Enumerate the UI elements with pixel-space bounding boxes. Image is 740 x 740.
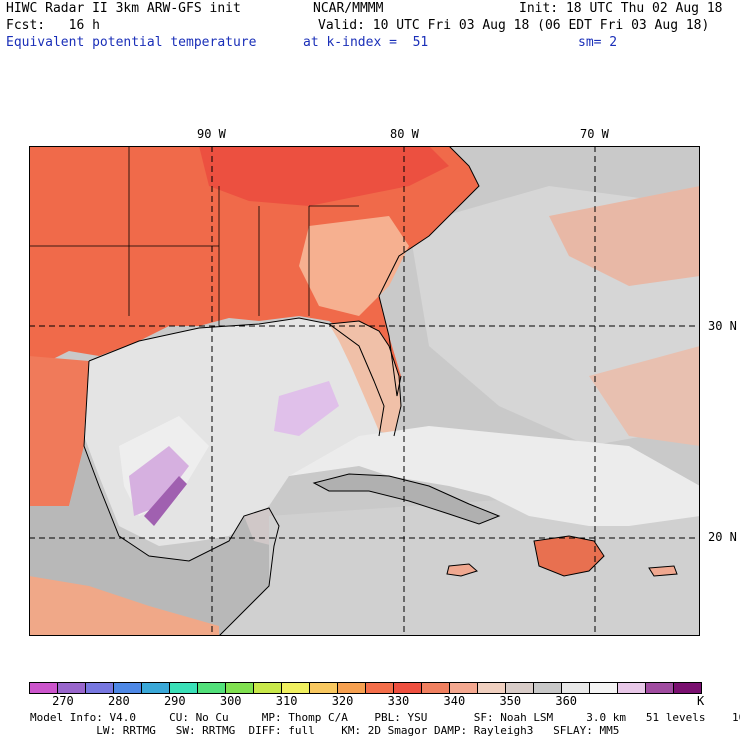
warm-band-east (589, 346, 700, 446)
color-bar-swatch (366, 683, 394, 693)
color-bar-swatch (562, 683, 590, 693)
valid-time: Valid: 10 UTC Fri 03 Aug 18 (06 EDT Fri … (318, 18, 710, 33)
color-bar-swatch (310, 683, 338, 693)
land-texas (29, 356, 89, 506)
model-info-line2: LW: RRTMG SW: RRTMG DIFF: full KM: 2D Sm… (30, 724, 620, 737)
color-bar-swatch (282, 683, 310, 693)
state-boundaries (29, 146, 359, 326)
smoothing-label: sm= 2 (578, 35, 618, 50)
bahamas-waters (289, 426, 700, 526)
purple-region-central (274, 381, 339, 436)
color-bar-swatch (618, 683, 646, 693)
map-panel (29, 146, 700, 636)
purple-core (144, 476, 187, 526)
color-bar-swatch (226, 683, 254, 693)
color-bar-swatch (478, 683, 506, 693)
land-hispaniola (533, 535, 605, 577)
color-bar-tick-label: 360 (555, 694, 578, 708)
color-bar (29, 682, 702, 694)
color-bar-swatch (646, 683, 674, 693)
color-bar-swatch (590, 683, 618, 693)
forecast-hour: Fcst: 16 h (6, 18, 100, 33)
color-bar-swatch (674, 683, 701, 693)
land-cuba (312, 473, 501, 525)
color-bar-swatch (30, 683, 58, 693)
color-bar-tick-label: 300 (219, 694, 242, 708)
color-bar-swatch (422, 683, 450, 693)
color-bar-tick-label: 270 (52, 694, 74, 708)
gulf-coastline (88, 317, 385, 437)
mexico-coastline (83, 360, 280, 636)
graticule (29, 146, 700, 636)
color-bar-swatch (114, 683, 142, 693)
color-bar-tick-label: 290 (163, 694, 186, 708)
field-name: Equivalent potential temperature (6, 35, 257, 50)
color-bar-tick-label: 330 (387, 694, 410, 708)
color-bar-swatch (86, 683, 114, 693)
purple-region-west (129, 446, 189, 516)
color-bar-tick-label: 310 (275, 694, 298, 708)
color-bar-unit: K (697, 694, 705, 708)
warm-band (549, 186, 700, 286)
lon-label-70w: 70 W (580, 127, 609, 141)
color-bar-swatch (142, 683, 170, 693)
lon-label-80w: 80 W (390, 127, 419, 141)
color-bar-swatch (506, 683, 534, 693)
vertical-level: at k-index = 51 (303, 35, 429, 50)
lon-label-90w: 90 W (197, 127, 226, 141)
product-title: HIWC Radar II 3km ARW-GFS init (6, 1, 241, 16)
land-mexico-south (29, 576, 219, 636)
map-frame (29, 146, 700, 636)
lat-label-30n: 30 N (708, 319, 737, 333)
color-bar-swatch (198, 683, 226, 693)
theta-e-map (29, 146, 700, 636)
organization-label: NCAR/MMMM (313, 1, 384, 16)
land-us-hot (199, 146, 449, 206)
color-bar-tick-label: 340 (443, 694, 466, 708)
model-info-line1: Model Info: V4.0 CU: No Cu MP: Thomp C/A… (30, 711, 740, 724)
color-bar-swatch (450, 683, 478, 693)
land-jamaica (446, 563, 479, 577)
land-florida (329, 321, 401, 436)
color-bar-swatch (254, 683, 282, 693)
color-bar-swatch (338, 683, 366, 693)
color-bar-swatch (394, 683, 422, 693)
florida-coastline (328, 320, 402, 437)
color-bar-tick-label: 350 (499, 694, 522, 708)
init-time: Init: 18 UTC Thu 02 Aug 18 (519, 1, 723, 16)
color-bar-tick-label: 320 (331, 694, 354, 708)
land-puerto-rico (648, 565, 678, 577)
color-bar-swatch (534, 683, 562, 693)
color-bar-swatch (58, 683, 86, 693)
atlantic-coastline (378, 146, 480, 397)
color-bar-swatch (170, 683, 198, 693)
lat-label-20n: 20 N (708, 530, 737, 544)
color-bar-tick-label: 280 (108, 694, 130, 708)
